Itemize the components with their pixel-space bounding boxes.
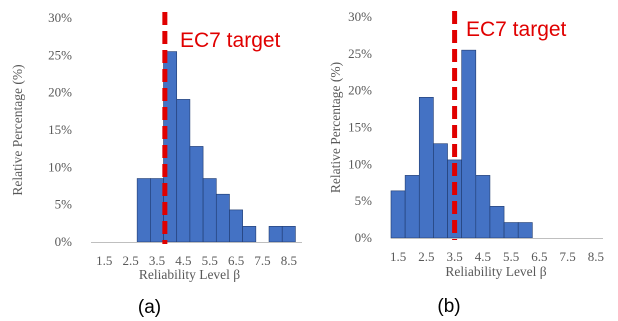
x-tick-label: 4.5 xyxy=(175,253,191,268)
panel-label: (b) xyxy=(437,296,460,317)
x-tick-label: 7.5 xyxy=(560,249,576,264)
target-label: EC7 target xyxy=(180,29,281,52)
y-tick-label: 10% xyxy=(348,156,372,171)
histogram-bar xyxy=(489,206,505,239)
panel-label: (a) xyxy=(138,297,161,318)
y-axis-title: Relative Percentage (%) xyxy=(10,64,25,195)
y-tick-label: 30% xyxy=(348,9,372,24)
y-tick-label: 20% xyxy=(48,85,72,100)
histogram-bar xyxy=(242,226,257,243)
histogram-bar xyxy=(176,99,191,243)
x-tick-label: 4.5 xyxy=(475,249,491,264)
histogram-bar xyxy=(404,175,420,239)
y-tick-label: 15% xyxy=(348,120,372,135)
histogram-bar xyxy=(433,143,448,239)
histogram-bar xyxy=(202,178,217,243)
y-tick-label: 25% xyxy=(48,47,72,62)
x-tick-label: 2.5 xyxy=(122,253,138,268)
x-axis-title: Reliability Level β xyxy=(445,264,546,279)
histogram-bar xyxy=(503,222,519,239)
histogram-bar xyxy=(475,175,491,239)
y-tick-label: 15% xyxy=(48,122,72,137)
y-tick-label: 20% xyxy=(348,83,372,98)
y-axis-title: Relative Percentage (%) xyxy=(328,62,343,193)
x-tick-label: 6.5 xyxy=(228,253,244,268)
histogram-bar xyxy=(281,226,296,243)
histogram-bar xyxy=(189,146,204,243)
y-tick-label: 0% xyxy=(55,234,73,249)
histogram-bar xyxy=(150,178,164,243)
histogram-bar xyxy=(390,190,406,239)
y-tick-label: 30% xyxy=(48,10,72,25)
y-tick-label: 5% xyxy=(355,193,373,208)
x-tick-label: 1.5 xyxy=(96,253,112,268)
x-tick-label: 1.5 xyxy=(390,249,406,264)
y-tick-label: 0% xyxy=(355,230,373,245)
x-tick-label: 7.5 xyxy=(254,253,270,268)
x-tick-label: 5.5 xyxy=(202,253,218,268)
y-tick-label: 5% xyxy=(55,197,73,212)
x-tick-label: 3.5 xyxy=(446,249,462,264)
y-tick-label: 10% xyxy=(48,159,72,174)
x-tick-label: 6.5 xyxy=(531,249,547,264)
x-tick-label: 5.5 xyxy=(503,249,519,264)
x-tick-label: 3.5 xyxy=(149,253,165,268)
histogram-bar xyxy=(136,178,151,243)
histogram-bar xyxy=(418,96,434,239)
histogram-bar xyxy=(215,193,230,243)
histogram-bar xyxy=(268,226,283,243)
histogram-bar xyxy=(517,222,533,239)
y-tick-label: 25% xyxy=(348,46,372,61)
x-axis-title: Reliability Level β xyxy=(139,267,240,282)
histogram-bar xyxy=(229,209,243,243)
histogram-bar xyxy=(461,49,477,239)
x-tick-label: 8.5 xyxy=(281,253,297,268)
x-tick-label: 8.5 xyxy=(588,249,604,264)
target-label: EC7 target xyxy=(466,18,567,41)
x-tick-label: 2.5 xyxy=(418,249,434,264)
